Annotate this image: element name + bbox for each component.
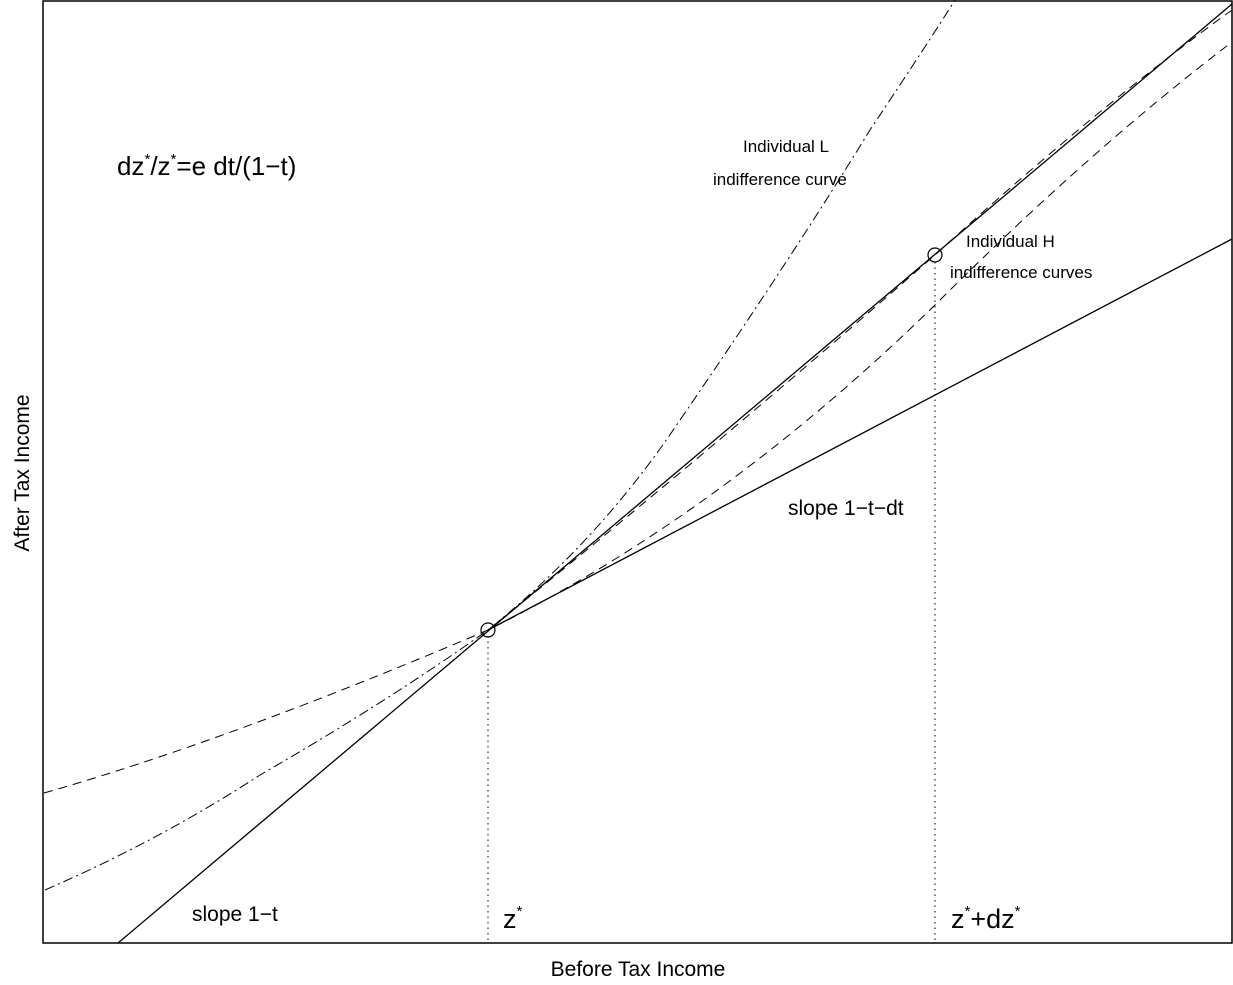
x-axis-label: Before Tax Income [551, 958, 726, 981]
budget-line-slope-1-t-dt [487, 238, 1233, 631]
slope-lower-label: slope 1−t [192, 903, 278, 926]
individual-h-label-line2: indifference curves [950, 263, 1092, 282]
individual-l-label-line2: indifference curve [713, 170, 847, 189]
zdz-label: z*+dz* [951, 903, 1021, 934]
slope-upper-label: slope 1−t−dt [788, 497, 904, 520]
indifference-curve-h-upper [487, 9, 1233, 631]
indifference-curve-h-lower [43, 41, 1233, 794]
plot-frame [42, 0, 1233, 944]
y-axis-label: After Tax Income [11, 394, 34, 551]
elasticity-formula: dz*/z*=e dt/(1−t) [117, 151, 296, 181]
zstar-label: z* [503, 903, 523, 934]
individual-l-label-line1: Individual L [743, 137, 829, 156]
equilibrium-marker-zstar [480, 622, 496, 638]
individual-h-label-line1: Individual H [966, 232, 1055, 251]
budget-line-slope-1-t [117, 3, 1233, 944]
equilibrium-marker-zdz [927, 247, 943, 263]
indifference-curve-l [44, 0, 956, 891]
